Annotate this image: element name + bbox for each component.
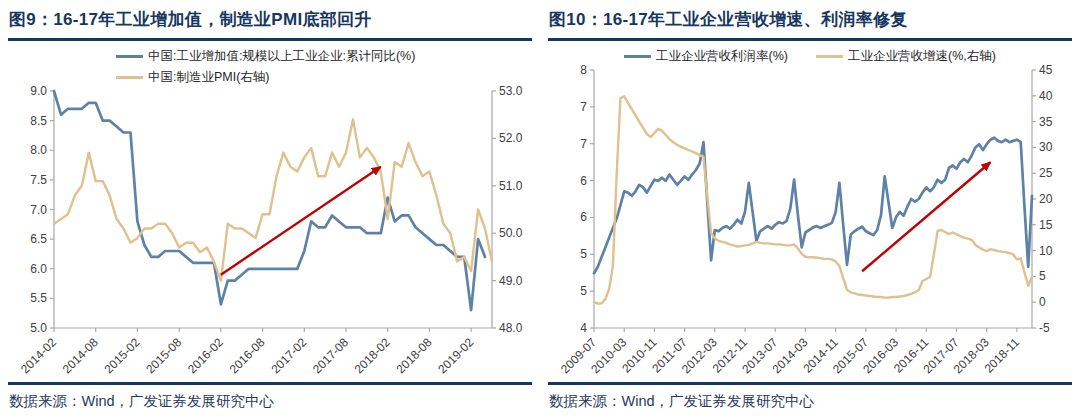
- y-right-tick-label: 45: [1039, 65, 1053, 77]
- page: 图9：16-17年工业增加值，制造业PMI底部回升 中国:工业增加值:规模以上工…: [0, 0, 1080, 419]
- y-left-tick-label: 6: [580, 210, 587, 224]
- x-tick-label: 2018-02: [352, 335, 393, 376]
- y-right-tick-label: 25: [1039, 166, 1053, 180]
- y-left-tick-label: 7.0: [30, 203, 47, 217]
- y-left-tick-label: 5: [580, 247, 587, 261]
- x-tick-label: 2015-02: [102, 335, 143, 376]
- y-right-tick-label: 52.0: [499, 131, 523, 145]
- y-left-tick-label: 5: [580, 284, 587, 298]
- x-tick-label: 2015-08: [143, 335, 184, 376]
- source-note: 数据来源：Wind，广发证券发展研究中心: [548, 382, 1072, 419]
- x-tick-label: 2018-08: [394, 335, 435, 376]
- y-right-tick-label: 35: [1039, 115, 1053, 129]
- line-chart-svg: 9.0 8.5 8.0 7.5 7.0 6.5 6.0 5.5 5.0 53.0 52.0 51.0 5…: [8, 86, 532, 382]
- legend-item: 工业企业营收利润率(%): [624, 48, 788, 65]
- legend-item: 中国:制造业PMI(右轴): [116, 69, 532, 86]
- y-right-tick-label: -5: [1039, 321, 1050, 335]
- legend-label: 工业企业营收增速(%,右轴): [848, 48, 996, 65]
- series-line-1: [54, 119, 492, 280]
- y-left-tick-label: 7: [580, 137, 587, 151]
- legend-item: 中国:工业增加值:规模以上工业企业:累计同比(%): [116, 48, 532, 65]
- y-right-tick-label: 15: [1039, 218, 1053, 232]
- series-line-0: [594, 138, 1032, 274]
- y-right-tick-label: 53.0: [499, 86, 523, 98]
- line-swatch-icon: [624, 55, 651, 58]
- y-right-tick-label: 40: [1039, 89, 1053, 103]
- y-left-tick-label: 7: [580, 100, 587, 114]
- line-chart-svg: 87766554454035302520151050-52009-072010-…: [548, 65, 1072, 382]
- y-left-tick-label: 4: [580, 321, 587, 335]
- y-right-tick-label: 20: [1039, 192, 1053, 206]
- chart-title: 图10：16-17年工业企业营收增速、利润率修复: [548, 0, 1072, 41]
- x-tick-label: 2017-08: [310, 335, 351, 376]
- x-tick-label: 2014-02: [18, 335, 59, 376]
- legend-label: 中国:工业增加值:规模以上工业企业:累计同比(%): [148, 48, 415, 65]
- x-tick-label: 2017-02: [268, 335, 309, 376]
- chart-title: 图9：16-17年工业增加值，制造业PMI底部回升: [8, 0, 532, 41]
- y-right-tick-label: 0: [1039, 295, 1046, 309]
- y-right-tick-label: 30: [1039, 140, 1053, 154]
- y-left-tick-label: 6.5: [30, 232, 47, 246]
- source-note: 数据来源：Wind，广发证券发展研究中心: [8, 382, 532, 419]
- y-left-tick-label: 8: [580, 65, 587, 77]
- y-left-tick-label: 5.5: [30, 291, 47, 305]
- legend: 工业企业营收利润率(%) 工业企业营收增速(%,右轴): [548, 48, 1072, 65]
- series-line-0: [54, 91, 485, 310]
- legend-item: 工业企业营收增速(%,右轴): [816, 48, 996, 65]
- y-left-tick-label: 7.5: [30, 173, 47, 187]
- chart-panel-right: 图10：16-17年工业企业营收增速、利润率修复 工业企业营收利润率(%) 工业…: [548, 0, 1072, 419]
- chart-panel-left: 图9：16-17年工业增加值，制造业PMI底部回升 中国:工业增加值:规模以上工…: [8, 0, 532, 419]
- y-right-tick-label: 48.0: [499, 321, 523, 335]
- y-left-tick-label: 6.0: [30, 262, 47, 276]
- y-right-tick-label: 5: [1039, 269, 1046, 283]
- legend-label: 中国:制造业PMI(右轴): [148, 69, 270, 86]
- line-swatch-icon: [116, 55, 143, 58]
- y-right-tick-label: 51.0: [499, 179, 523, 193]
- series-line-1: [594, 96, 1032, 303]
- y-left-tick-label: 6: [580, 174, 587, 188]
- y-right-tick-label: 50.0: [499, 226, 523, 240]
- y-left-tick-label: 8.5: [30, 114, 47, 128]
- y-left-tick-label: 9.0: [30, 86, 47, 98]
- line-swatch-icon: [116, 76, 143, 79]
- y-left-tick-label: 5.0: [30, 321, 47, 335]
- x-tick-label: 2016-08: [227, 335, 268, 376]
- y-right-tick-label: 49.0: [499, 274, 523, 288]
- x-tick-label: 2014-08: [60, 335, 101, 376]
- legend-label: 工业企业营收利润率(%): [656, 48, 788, 65]
- y-right-tick-label: 10: [1039, 244, 1053, 258]
- y-left-tick-label: 8.0: [30, 143, 47, 157]
- line-swatch-icon: [816, 55, 843, 58]
- x-tick-label: 2019-02: [435, 335, 476, 376]
- x-tick-label: 2016-02: [185, 335, 226, 376]
- legend: 中国:工业增加值:规模以上工业企业:累计同比(%) 中国:制造业PMI(右轴): [8, 48, 532, 86]
